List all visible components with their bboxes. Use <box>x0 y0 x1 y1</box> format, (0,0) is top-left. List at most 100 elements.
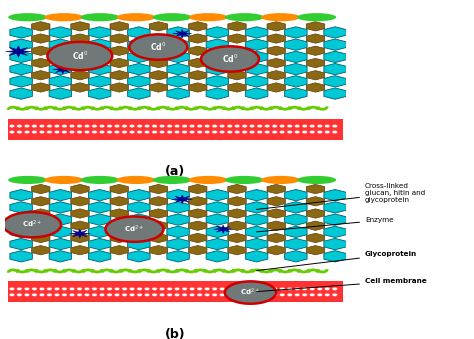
Polygon shape <box>149 58 168 68</box>
Polygon shape <box>110 197 128 206</box>
Polygon shape <box>167 88 189 99</box>
Ellipse shape <box>332 131 337 134</box>
Ellipse shape <box>152 131 157 134</box>
Polygon shape <box>110 22 128 31</box>
Polygon shape <box>10 251 32 262</box>
Polygon shape <box>228 46 246 56</box>
Ellipse shape <box>242 124 247 128</box>
Ellipse shape <box>297 176 336 184</box>
Ellipse shape <box>317 293 322 296</box>
Ellipse shape <box>249 124 255 128</box>
Ellipse shape <box>54 293 60 296</box>
Polygon shape <box>228 22 246 31</box>
Ellipse shape <box>212 131 218 134</box>
Polygon shape <box>246 226 268 238</box>
Text: Cd$^{2+}$: Cd$^{2+}$ <box>22 219 42 230</box>
Ellipse shape <box>242 293 247 296</box>
Ellipse shape <box>44 13 83 21</box>
Polygon shape <box>189 197 207 206</box>
Polygon shape <box>214 225 233 233</box>
Text: Cd$^0$: Cd$^0$ <box>150 41 166 53</box>
Polygon shape <box>206 76 228 87</box>
Polygon shape <box>49 76 72 87</box>
Ellipse shape <box>9 287 15 291</box>
Ellipse shape <box>294 287 300 291</box>
Ellipse shape <box>17 293 22 296</box>
Polygon shape <box>32 22 50 31</box>
Polygon shape <box>149 22 168 31</box>
Polygon shape <box>306 233 325 243</box>
Polygon shape <box>167 251 189 262</box>
Polygon shape <box>306 22 325 31</box>
Polygon shape <box>149 34 168 43</box>
Ellipse shape <box>159 287 165 291</box>
Ellipse shape <box>272 131 277 134</box>
Polygon shape <box>32 245 50 255</box>
Polygon shape <box>88 27 111 38</box>
Ellipse shape <box>257 124 263 128</box>
Polygon shape <box>189 83 207 92</box>
Polygon shape <box>306 83 325 92</box>
Polygon shape <box>128 190 150 201</box>
Polygon shape <box>49 63 72 75</box>
Polygon shape <box>53 65 73 74</box>
Polygon shape <box>284 51 307 63</box>
Ellipse shape <box>24 293 30 296</box>
Polygon shape <box>284 76 307 87</box>
Ellipse shape <box>81 13 119 21</box>
Ellipse shape <box>204 131 210 134</box>
Polygon shape <box>167 63 189 75</box>
Ellipse shape <box>189 176 228 184</box>
Polygon shape <box>32 34 50 43</box>
Polygon shape <box>88 226 111 238</box>
Ellipse shape <box>32 131 37 134</box>
Polygon shape <box>10 27 32 38</box>
Polygon shape <box>172 195 192 204</box>
Polygon shape <box>149 221 168 231</box>
Polygon shape <box>10 51 32 63</box>
Ellipse shape <box>317 287 322 291</box>
Polygon shape <box>246 63 268 75</box>
Ellipse shape <box>107 293 112 296</box>
Ellipse shape <box>144 287 150 291</box>
Polygon shape <box>246 51 268 63</box>
Ellipse shape <box>24 124 30 128</box>
Polygon shape <box>284 39 307 50</box>
Ellipse shape <box>152 124 157 128</box>
Polygon shape <box>49 39 72 50</box>
Bar <box>8 119 343 140</box>
Text: Cd$^{2+}$: Cd$^{2+}$ <box>240 287 260 298</box>
Polygon shape <box>324 39 346 50</box>
Ellipse shape <box>69 124 75 128</box>
Polygon shape <box>284 27 307 38</box>
Polygon shape <box>49 190 72 201</box>
Ellipse shape <box>77 131 82 134</box>
Circle shape <box>47 42 112 70</box>
Text: Cross-linked
glucan, hitin and
glycoprotein: Cross-linked glucan, hitin and glycoprot… <box>256 183 425 210</box>
Text: (a): (a) <box>165 165 185 178</box>
Polygon shape <box>246 251 268 262</box>
Polygon shape <box>206 214 228 225</box>
Polygon shape <box>88 51 111 63</box>
Ellipse shape <box>264 287 270 291</box>
Ellipse shape <box>9 124 15 128</box>
Ellipse shape <box>62 124 67 128</box>
Ellipse shape <box>122 287 127 291</box>
Ellipse shape <box>99 287 105 291</box>
Polygon shape <box>149 245 168 255</box>
Ellipse shape <box>144 131 150 134</box>
Ellipse shape <box>114 293 120 296</box>
Circle shape <box>3 212 61 237</box>
Polygon shape <box>128 214 150 225</box>
Ellipse shape <box>144 124 150 128</box>
Ellipse shape <box>129 287 135 291</box>
Ellipse shape <box>174 124 180 128</box>
Ellipse shape <box>122 124 127 128</box>
Ellipse shape <box>190 131 195 134</box>
Polygon shape <box>70 229 90 238</box>
Ellipse shape <box>107 287 112 291</box>
Polygon shape <box>206 226 228 238</box>
Polygon shape <box>228 83 246 92</box>
Ellipse shape <box>84 287 90 291</box>
Ellipse shape <box>32 287 37 291</box>
